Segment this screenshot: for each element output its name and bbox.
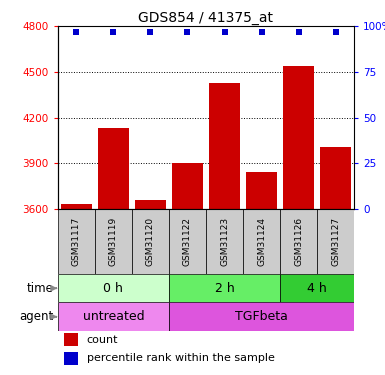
Text: 4 h: 4 h xyxy=(307,282,327,295)
Bar xyxy=(169,303,354,331)
Bar xyxy=(206,209,243,274)
Text: GSM31119: GSM31119 xyxy=(109,217,118,266)
Bar xyxy=(280,274,354,303)
Point xyxy=(147,29,154,35)
Text: GSM31126: GSM31126 xyxy=(294,217,303,266)
Text: 2 h: 2 h xyxy=(214,282,234,295)
Bar xyxy=(58,274,169,303)
Bar xyxy=(246,172,277,209)
Bar xyxy=(60,204,92,209)
Text: GSM31117: GSM31117 xyxy=(72,217,81,266)
Text: agent: agent xyxy=(19,310,53,323)
Bar xyxy=(135,200,166,209)
Bar xyxy=(243,209,280,274)
Bar xyxy=(97,128,129,209)
Text: GSM31122: GSM31122 xyxy=(183,217,192,266)
Bar xyxy=(320,147,352,209)
Bar xyxy=(172,164,203,209)
Text: GSM31123: GSM31123 xyxy=(220,217,229,266)
Point xyxy=(110,29,116,35)
Bar xyxy=(169,209,206,274)
Bar xyxy=(58,209,95,274)
Bar xyxy=(58,303,169,331)
Text: GSM31127: GSM31127 xyxy=(331,217,340,266)
Bar xyxy=(280,209,317,274)
Bar xyxy=(132,209,169,274)
Text: GSM31120: GSM31120 xyxy=(146,217,155,266)
Point xyxy=(184,29,191,35)
Bar xyxy=(95,209,132,274)
Text: GSM31124: GSM31124 xyxy=(257,217,266,266)
Bar xyxy=(64,333,78,346)
Point xyxy=(333,29,339,35)
Text: TGFbeta: TGFbeta xyxy=(235,310,288,323)
Bar xyxy=(317,209,354,274)
Text: time: time xyxy=(27,282,53,295)
Point xyxy=(258,29,264,35)
Point xyxy=(221,29,228,35)
Title: GDS854 / 41375_at: GDS854 / 41375_at xyxy=(139,11,273,25)
Text: percentile rank within the sample: percentile rank within the sample xyxy=(87,353,275,363)
Point xyxy=(296,29,302,35)
Bar xyxy=(283,66,315,209)
Bar xyxy=(169,274,280,303)
Text: untreated: untreated xyxy=(82,310,144,323)
Text: 0 h: 0 h xyxy=(104,282,123,295)
Point xyxy=(73,29,79,35)
Bar xyxy=(64,352,78,364)
Bar xyxy=(209,82,240,209)
Text: count: count xyxy=(87,335,118,345)
